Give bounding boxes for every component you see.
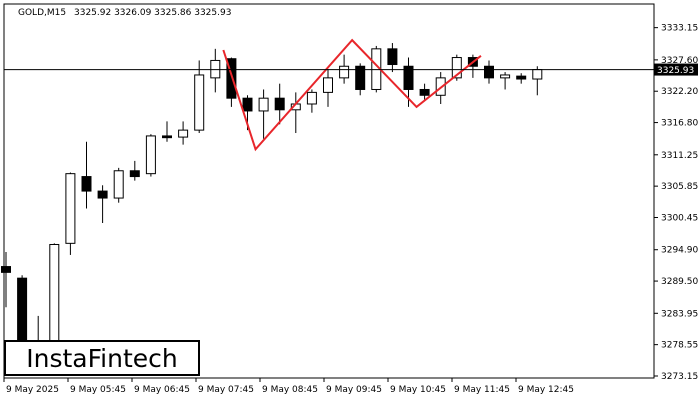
candles xyxy=(1,43,543,360)
y-tick-label: 3289.50 xyxy=(661,277,698,287)
candle-body xyxy=(49,243,60,346)
candle-body xyxy=(145,135,156,175)
candle xyxy=(1,252,11,308)
x-tick-label: 9 May 05:45 xyxy=(70,385,126,395)
instafintech-logo: InstaFintech xyxy=(4,340,200,376)
candle-body xyxy=(306,91,317,105)
candle-body xyxy=(129,170,140,178)
y-tick-label: 3333.15 xyxy=(661,24,698,34)
y-tick-label: 3300.45 xyxy=(661,213,698,223)
y-tick-label: 3273.15 xyxy=(661,372,698,382)
plot-frame xyxy=(3,3,655,379)
candle-body xyxy=(323,77,333,93)
candle xyxy=(178,121,189,145)
current-price-tag xyxy=(654,63,698,76)
candle-body xyxy=(194,74,205,131)
candle-body xyxy=(484,65,494,79)
chart-symbol: GOLD,M15 xyxy=(18,8,66,18)
candle xyxy=(258,89,269,139)
candle xyxy=(467,54,478,78)
x-tick-label: 9 May 09:45 xyxy=(326,385,382,395)
candle-body xyxy=(258,97,269,112)
y-axis: 3333.15 3327.60 3322.20 3316.80 3311.25 3305.… xyxy=(654,24,698,382)
candle-body xyxy=(242,97,253,112)
candle xyxy=(81,141,92,209)
y-tick-label: 3305.85 xyxy=(661,182,698,192)
y-tick-label: 3294.90 xyxy=(661,246,698,256)
candle xyxy=(516,73,527,84)
candle xyxy=(290,92,301,134)
candle-body xyxy=(403,65,414,90)
candle-body xyxy=(532,69,543,80)
candle xyxy=(49,243,60,348)
logo-text: InstaFintech xyxy=(26,343,178,373)
candle xyxy=(113,167,124,203)
candle xyxy=(194,60,205,134)
x-axis: 9 May 2025 9 May 05:45 9 May 06:45 9 May 07… xyxy=(3,378,574,395)
candle xyxy=(210,48,221,93)
candle xyxy=(162,121,172,142)
candle-body xyxy=(65,173,76,244)
candle xyxy=(306,89,317,113)
candle-body xyxy=(113,170,124,199)
y-tick-label: 3311.25 xyxy=(661,151,698,161)
candle xyxy=(484,60,494,84)
candle xyxy=(274,83,285,125)
candle-body xyxy=(274,97,285,111)
x-tick-label: 9 May 12:45 xyxy=(518,385,574,395)
current-price-label: 3325.93 xyxy=(657,66,694,76)
candle-body xyxy=(516,75,527,80)
candle xyxy=(65,172,76,255)
y-tick-label: 3316.80 xyxy=(661,119,698,129)
chart-ohlc: 3325.92 3326.09 3325.86 3325.93 xyxy=(74,8,231,18)
triple-top-pattern xyxy=(222,38,482,152)
candle xyxy=(355,63,366,96)
candle-body xyxy=(355,65,366,90)
candle-body xyxy=(1,266,11,273)
y-tick-label: 3322.20 xyxy=(661,87,698,97)
candle-body xyxy=(500,74,511,79)
candle xyxy=(500,72,511,90)
candle xyxy=(532,66,543,96)
x-tick-label: 9 May 10:45 xyxy=(390,385,446,395)
x-tick-label: 9 May 2025 xyxy=(6,385,59,395)
y-tick-label: 3327.60 xyxy=(661,56,698,66)
candle xyxy=(129,160,140,181)
candle xyxy=(97,185,108,224)
candle xyxy=(451,54,462,81)
candle-body xyxy=(81,176,92,192)
candle-body xyxy=(97,190,108,199)
candle xyxy=(323,69,333,107)
candle xyxy=(226,57,237,107)
candle-body xyxy=(451,57,462,79)
x-tick-label: 9 May 07:45 xyxy=(198,385,254,395)
candle-body xyxy=(178,129,189,138)
x-tick-label: 9 May 06:45 xyxy=(134,385,190,395)
x-tick-label: 9 May 11:45 xyxy=(454,385,510,395)
x-tick-label: 9 May 08:45 xyxy=(262,385,318,395)
candle-body xyxy=(387,48,398,66)
candle-body xyxy=(419,88,430,96)
candle xyxy=(145,134,156,177)
candle-body xyxy=(162,135,172,139)
y-tick-label: 3278.55 xyxy=(661,341,698,351)
candle xyxy=(419,83,430,102)
current-price-line: 3325.93 xyxy=(4,63,698,76)
candle xyxy=(387,43,398,73)
pattern-line xyxy=(222,38,482,152)
candle-body xyxy=(339,65,350,79)
y-tick-label: 3283.95 xyxy=(661,309,698,319)
candle-body xyxy=(226,58,237,99)
